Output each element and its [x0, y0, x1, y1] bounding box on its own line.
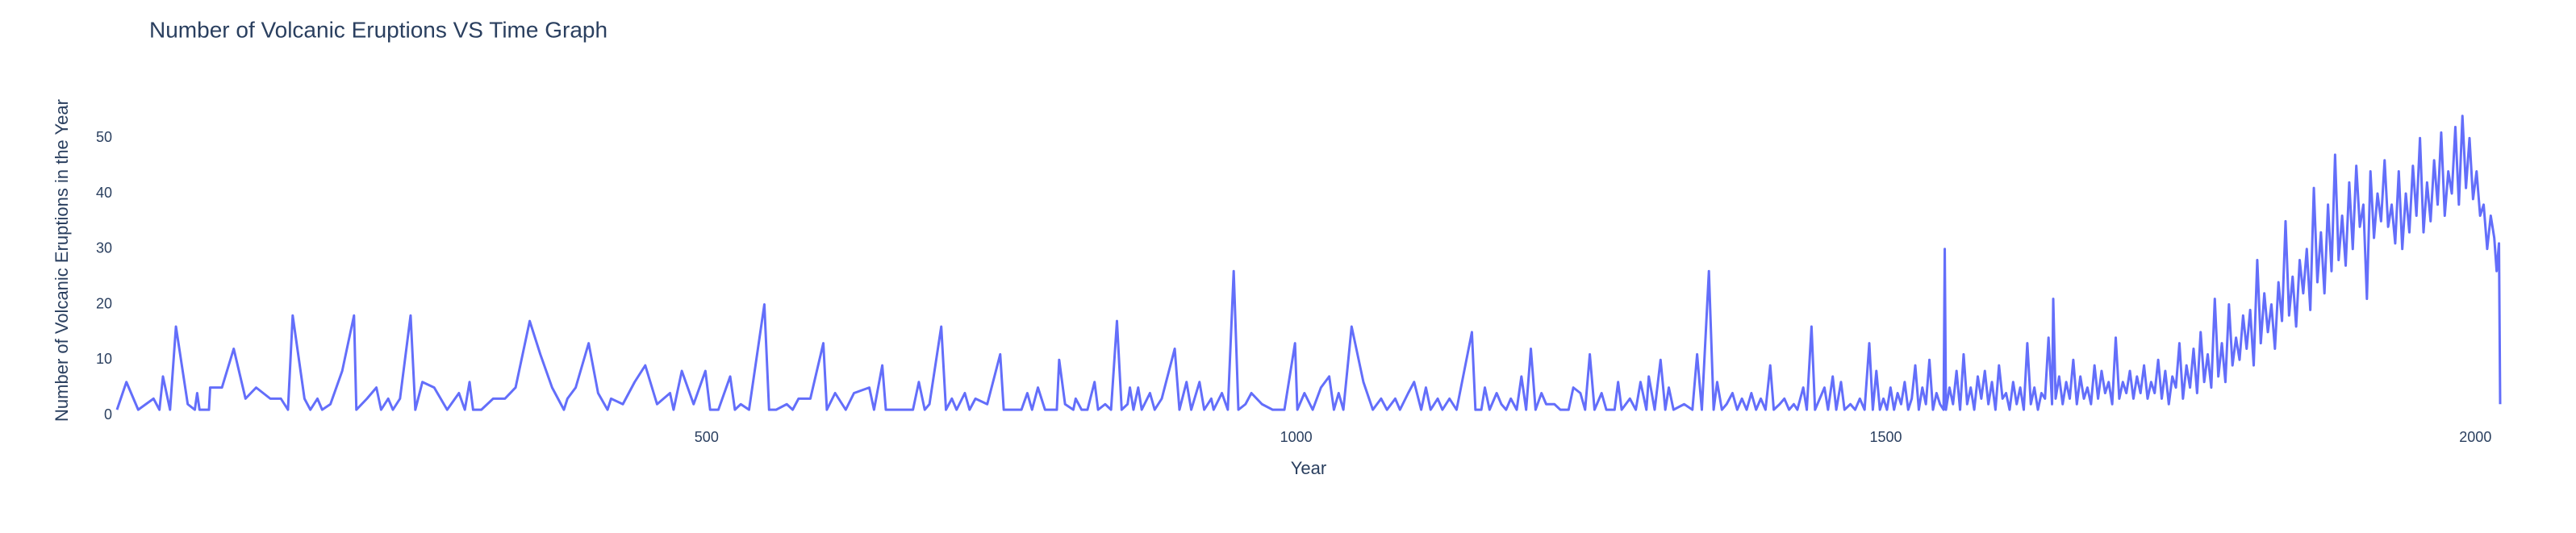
data-line: [115, 115, 2502, 411]
chart-title: Number of Volcanic Eruptions VS Time Gra…: [149, 17, 607, 42]
x-tick-label: 2000: [2459, 429, 2491, 445]
y-tick-label: 20: [96, 295, 112, 311]
x-tick-label: 500: [695, 429, 719, 445]
x-axis-title: Year: [1291, 458, 1326, 478]
y-axis-title: Number of Volcanic Eruptions in the Year: [52, 99, 72, 422]
y-tick-label: 40: [96, 185, 112, 201]
y-tick-label: 30: [96, 240, 112, 256]
x-tick-label: 1000: [1280, 429, 1313, 445]
y-tick-label: 0: [104, 406, 112, 423]
x-tick-label: 1500: [1869, 429, 1902, 445]
y-tick-label: 10: [96, 351, 112, 367]
y-tick-label: 50: [96, 129, 112, 145]
